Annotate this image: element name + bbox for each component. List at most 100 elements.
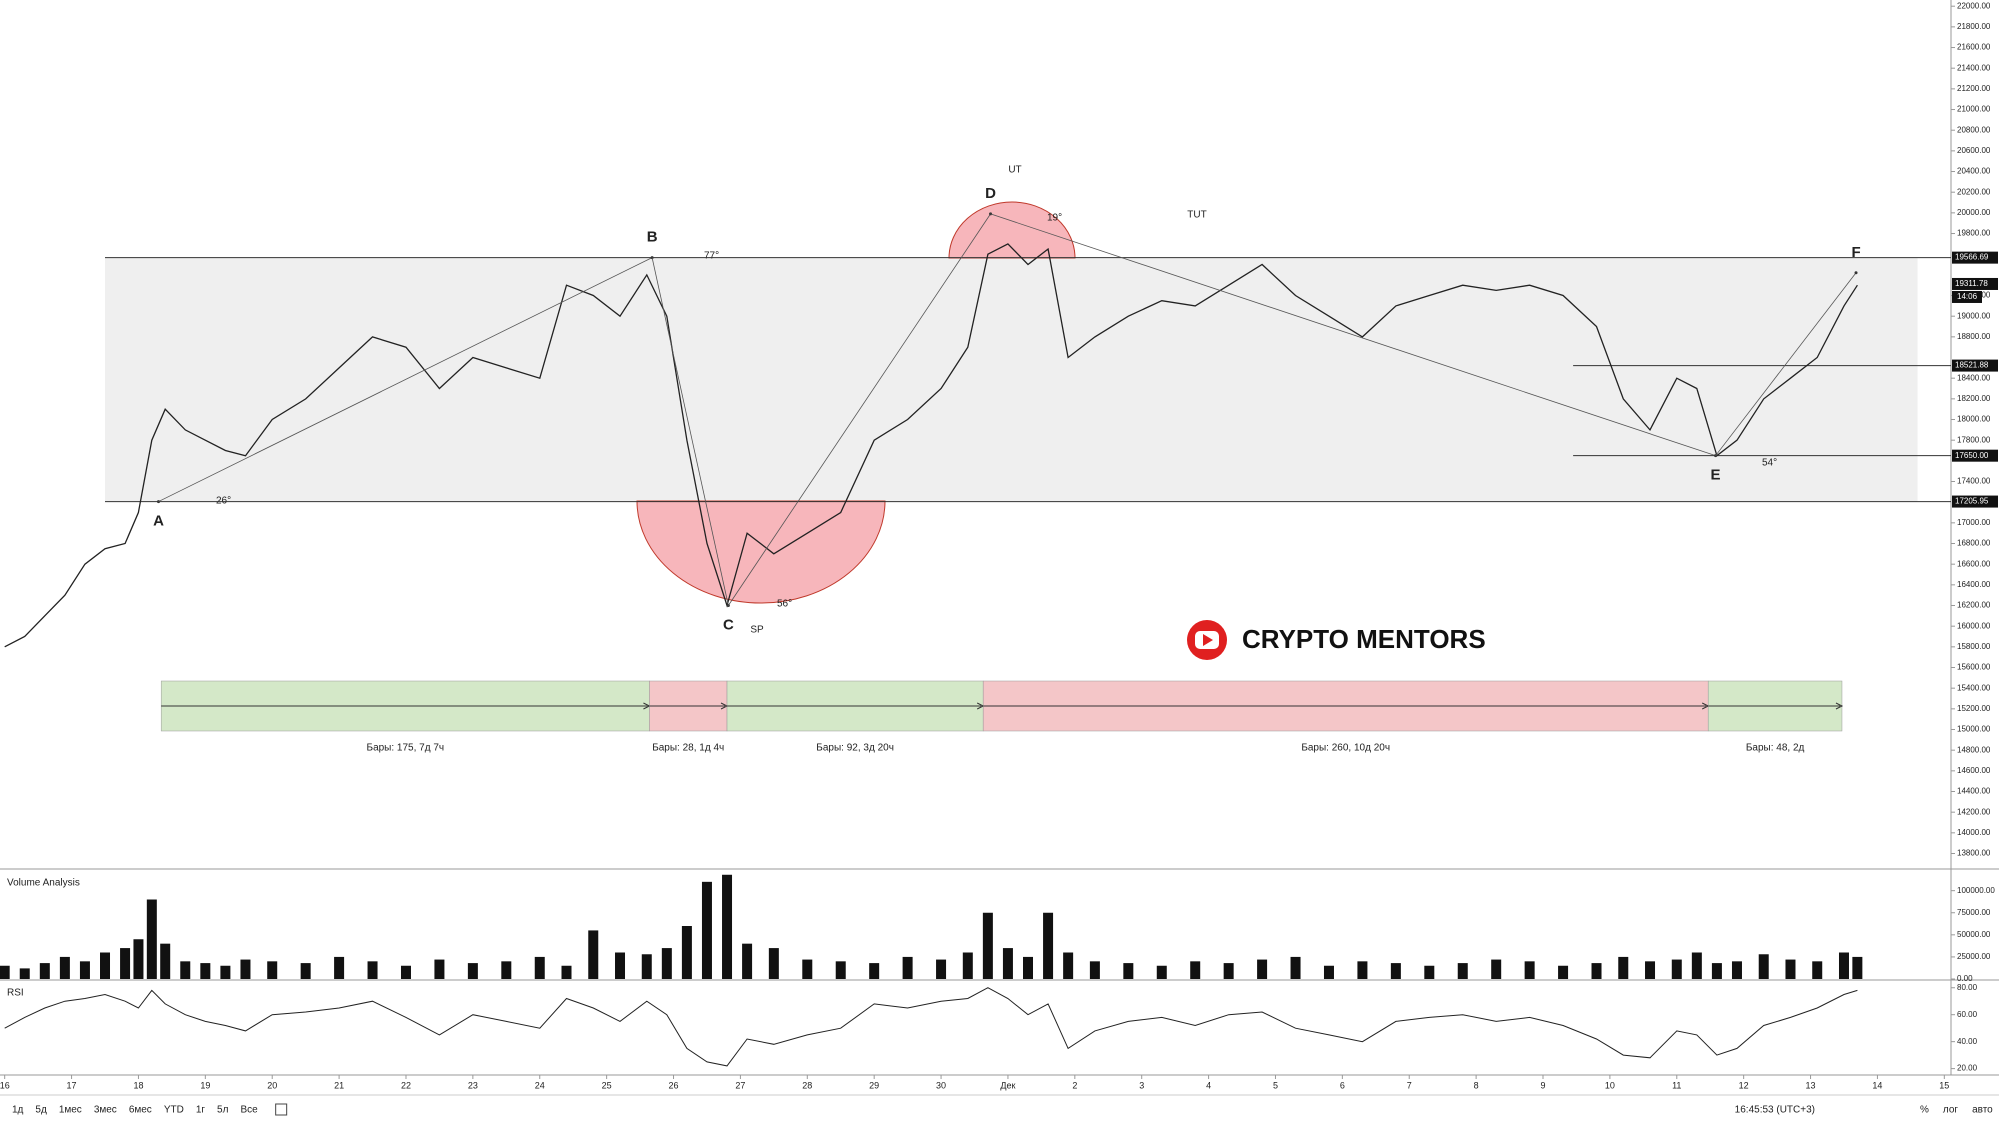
volume-bar	[1591, 963, 1602, 979]
clock: 16:45:53 (UTC+3)	[1735, 1105, 1815, 1116]
volume-bar	[982, 912, 993, 979]
pane-title: RSI	[7, 988, 24, 999]
volume-bar	[434, 959, 445, 979]
y-tick-label: 15400.00	[1957, 683, 1991, 692]
y-tick-label: 21800.00	[1957, 22, 1991, 31]
volume-bar	[39, 963, 50, 979]
pivot-label: F	[1851, 244, 1860, 261]
x-tick-label: 6	[1340, 1080, 1345, 1090]
level-label: 19311.78	[1955, 279, 1988, 288]
volume-bar	[200, 963, 211, 979]
x-tick-label: 9	[1541, 1080, 1546, 1090]
trendline	[158, 257, 653, 502]
x-tick-label: Дек	[1000, 1080, 1015, 1090]
bar-range-label: Бары: 48, 2д	[1746, 743, 1805, 754]
volume-bar	[240, 959, 251, 979]
y-tick-label: 18000.00	[1957, 415, 1991, 424]
bar-range-label: Бары: 260, 10д 20ч	[1301, 743, 1390, 754]
volume-bar	[1123, 963, 1134, 979]
volume-bar	[1323, 965, 1334, 979]
volume-bar	[1731, 961, 1742, 979]
x-tick-label: 11	[1672, 1080, 1681, 1090]
y-tick-label: 14000.00	[1957, 828, 1991, 837]
level-tag	[1952, 251, 1998, 264]
y-tick-label: 15200.00	[1957, 704, 1991, 713]
timeframe-button[interactable]: 5л	[217, 1105, 229, 1116]
timeframe-button[interactable]: 1г	[196, 1105, 206, 1116]
volume-bar	[1671, 959, 1682, 979]
timer-tag	[1952, 290, 1982, 303]
rsi-line	[4, 987, 1858, 1067]
x-tick-label: 27	[735, 1080, 745, 1090]
annotation: TUT	[1187, 210, 1206, 221]
toggle-button[interactable]: авто	[1972, 1105, 1993, 1116]
price-line	[4, 243, 1858, 648]
volume-bar	[1424, 965, 1435, 979]
y-tick-label: 16200.00	[1957, 601, 1991, 610]
y-tick-label: 0.00	[1957, 974, 1973, 983]
y-tick-label: 16000.00	[1957, 621, 1991, 630]
x-tick-label: 19	[200, 1080, 210, 1090]
volume-bar	[467, 963, 478, 979]
volume-bar	[835, 961, 846, 979]
volume-bar	[1457, 963, 1468, 979]
volume-bar	[1758, 954, 1769, 979]
y-tick-label: 20800.00	[1957, 125, 1991, 134]
volume-bar	[267, 961, 278, 979]
timeframe-button[interactable]: Все	[240, 1105, 258, 1116]
y-tick-label: 19000.00	[1957, 311, 1991, 320]
volume-bar	[1838, 952, 1849, 979]
y-tick-label: 20400.00	[1957, 167, 1991, 176]
volume-bar	[1043, 912, 1054, 979]
timeframe-button[interactable]: 1мес	[59, 1105, 82, 1116]
timeframe-button[interactable]: 6мес	[129, 1105, 152, 1116]
timeframe-button[interactable]: 3мес	[94, 1105, 117, 1116]
volume-bar	[1812, 961, 1823, 979]
volume-bar	[79, 961, 90, 979]
x-tick-label: 29	[869, 1080, 879, 1090]
pivot-label: C	[723, 616, 734, 633]
volume-bar	[722, 874, 733, 979]
volume-bar	[334, 956, 345, 979]
level-label: 17650.00	[1955, 451, 1989, 460]
trading-range	[105, 257, 1918, 502]
timeframe-button[interactable]: 1д	[12, 1105, 24, 1116]
toggle-button[interactable]: %	[1920, 1105, 1929, 1116]
upthrust-ellipse	[948, 201, 1076, 259]
x-tick-label: 12	[1739, 1080, 1749, 1090]
volume-bar	[1089, 961, 1100, 979]
pivot-label: A	[153, 513, 164, 530]
level-label: 17205.95	[1955, 497, 1989, 506]
y-tick-label: 50000.00	[1957, 930, 1991, 939]
y-tick-label: 17400.00	[1957, 477, 1991, 486]
youtube-icon	[1203, 634, 1213, 646]
trendline	[728, 213, 991, 606]
y-tick-label: 75000.00	[1957, 908, 1991, 917]
level-tag	[1952, 449, 1998, 462]
timeframe-button[interactable]: YTD	[164, 1105, 184, 1116]
angle-label: 56°	[777, 599, 792, 610]
volume-bar	[19, 968, 30, 979]
x-tick-label: 18	[133, 1080, 143, 1090]
volume-bar	[1257, 959, 1268, 979]
angle-label: 19°	[1047, 213, 1062, 224]
volume-bar	[1785, 959, 1796, 979]
volume-bar	[1618, 956, 1629, 979]
y-tick-label: 16400.00	[1957, 580, 1991, 589]
trendline	[990, 213, 1716, 457]
level-tag	[1952, 359, 1998, 372]
timeframe-button[interactable]: 5д	[35, 1105, 47, 1116]
y-tick-label: 25000.00	[1957, 952, 1991, 961]
x-tick-label: 25	[602, 1080, 612, 1090]
volume-bar	[220, 965, 231, 979]
timer: 14:06	[1957, 292, 1978, 301]
volume-bar	[133, 939, 144, 979]
arrow-head	[1835, 702, 1844, 710]
volume-bar	[120, 948, 131, 979]
volume-bar	[1524, 961, 1535, 979]
x-tick-label: 16	[0, 1080, 10, 1090]
annotation: SP	[750, 625, 764, 636]
volume-bar	[160, 943, 171, 979]
toggle-button[interactable]: лог	[1943, 1105, 1959, 1116]
